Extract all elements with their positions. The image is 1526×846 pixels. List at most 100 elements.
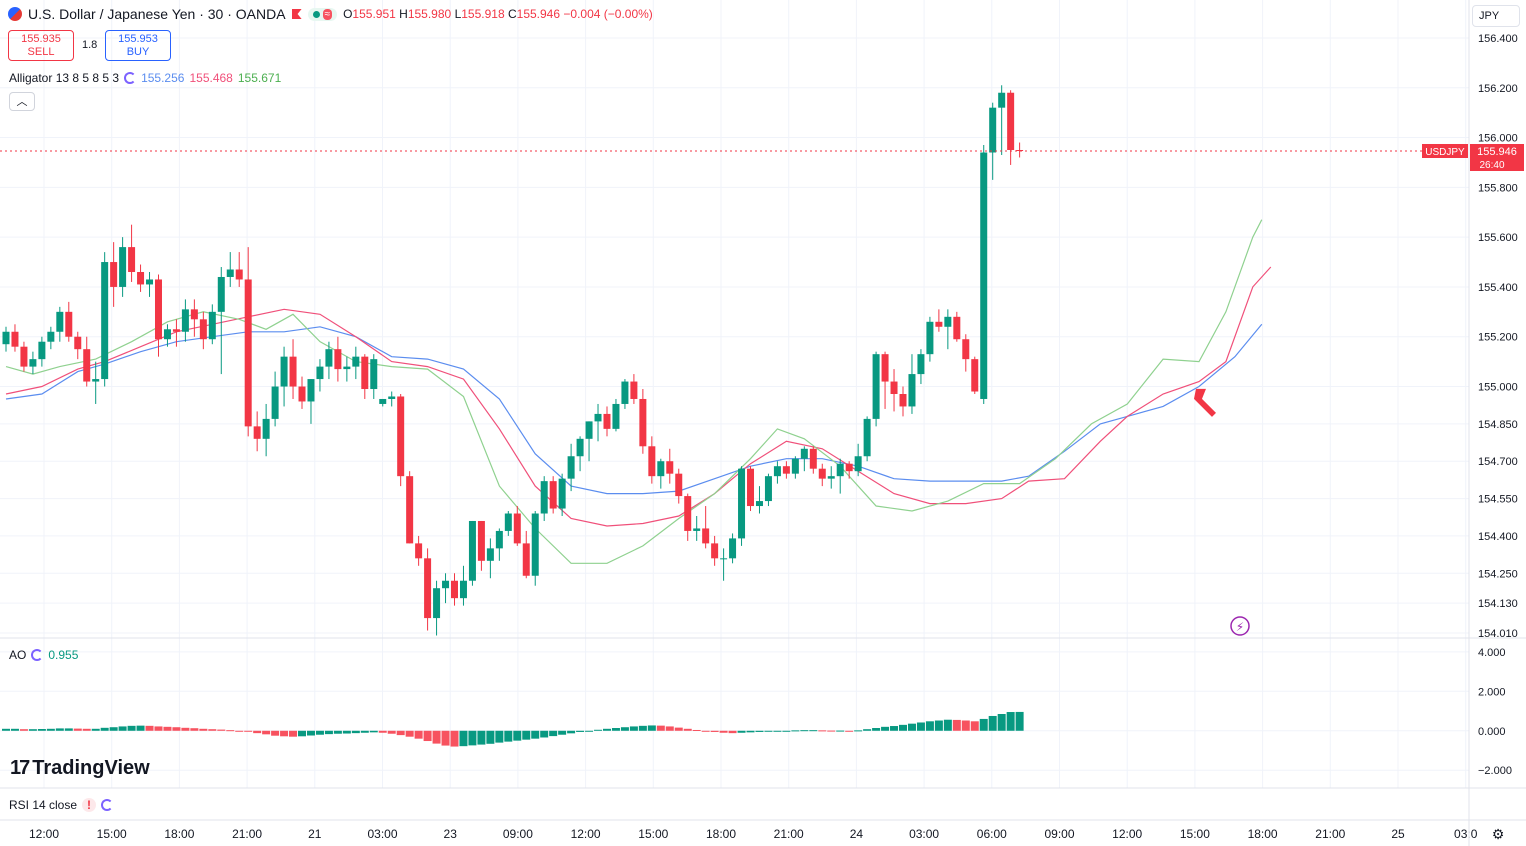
ao-bar xyxy=(226,730,235,732)
ao-tick-label: 2.000 xyxy=(1478,686,1506,698)
price-tick-label: 156.000 xyxy=(1478,133,1518,145)
symbol-header: U.S. Dollar / Japanese Yen · 30 · OANDA … xyxy=(8,6,653,22)
candle-body xyxy=(845,463,853,472)
currency-selector[interactable]: JPY xyxy=(1472,5,1520,27)
ao-bar xyxy=(522,730,531,740)
candle-body xyxy=(190,309,198,320)
candle-body xyxy=(38,341,46,360)
lightning-icon xyxy=(1230,616,1250,636)
ao-bar xyxy=(602,728,611,731)
rsi-warning-icon[interactable]: ! xyxy=(82,798,97,812)
candle-body xyxy=(468,520,476,581)
tradingview-logo[interactable]: 17 TradingView xyxy=(10,757,150,780)
candle-body xyxy=(764,476,772,502)
ao-bar xyxy=(988,715,997,731)
candle-body xyxy=(20,346,28,367)
ao-bar xyxy=(82,728,91,731)
time-tick-label: 12:00 xyxy=(1112,827,1142,841)
candle-body xyxy=(486,548,494,561)
ao-bar xyxy=(558,730,567,735)
alligator-teeth-value: 155.468 xyxy=(189,71,233,85)
collapse-legend-button[interactable]: ︿ xyxy=(9,92,35,111)
ao-bar xyxy=(495,730,504,743)
alligator-legend[interactable]: Alligator 13 8 5 8 5 3 155.256 155.468 1… xyxy=(9,71,281,85)
candle-body xyxy=(504,513,512,531)
time-tick-label: 03:00 xyxy=(367,827,397,841)
candle-body xyxy=(648,446,656,477)
ao-bar xyxy=(441,730,450,746)
ao-bar xyxy=(333,730,342,734)
price-tick-label: 156.200 xyxy=(1478,83,1518,95)
ao-bar xyxy=(46,728,55,731)
candle-body xyxy=(612,403,620,429)
time-tick-label: 21:00 xyxy=(1315,827,1345,841)
ao-bar xyxy=(396,730,405,736)
ao-bar xyxy=(163,726,172,731)
ao-bar xyxy=(1015,711,1024,731)
candle-body xyxy=(630,381,638,399)
ao-bar xyxy=(737,730,746,733)
candle-body xyxy=(585,421,593,439)
candle-body xyxy=(998,92,1006,108)
candle-body xyxy=(29,359,37,367)
candle-body xyxy=(244,279,252,427)
ao-bar xyxy=(172,727,181,731)
buy-button[interactable]: 155.953 BUY xyxy=(105,30,171,61)
price-tick-label: 154.700 xyxy=(1478,456,1518,468)
ao-bar xyxy=(145,725,154,731)
candle-body xyxy=(415,543,423,559)
candle-body xyxy=(800,448,808,459)
candle-body xyxy=(262,418,270,439)
ao-legend[interactable]: AO 0.955 xyxy=(9,648,78,662)
symbol-tag xyxy=(1422,143,1468,158)
candle-body xyxy=(917,354,925,375)
lightning-glyph: ⚡ xyxy=(1236,620,1244,634)
candle-body xyxy=(370,359,378,390)
candle-body xyxy=(657,461,665,477)
candle-body xyxy=(989,107,997,153)
candle-body xyxy=(92,379,100,382)
rsi-label: RSI 14 close xyxy=(9,798,78,812)
symbol-title[interactable]: U.S. Dollar / Japanese Yen · 30 · OANDA xyxy=(28,6,286,22)
price-tag-value: 155.946 xyxy=(1477,146,1517,158)
candle-body xyxy=(56,311,64,332)
candle-body xyxy=(594,413,602,422)
ao-bar xyxy=(28,729,37,731)
flag-icon[interactable] xyxy=(291,9,302,19)
candle-body xyxy=(666,461,674,474)
time-tick-label: 24 xyxy=(850,827,864,841)
price-tick-label: 156.400 xyxy=(1478,33,1518,45)
candle-body xyxy=(809,448,817,469)
ao-bar xyxy=(91,728,100,731)
candle-body xyxy=(621,381,629,404)
rsi-legend[interactable]: RSI 14 close ! xyxy=(9,798,114,812)
ao-bar xyxy=(692,729,701,731)
candle-body xyxy=(639,398,647,447)
candle-body xyxy=(163,329,171,340)
refresh-icon[interactable] xyxy=(31,649,44,661)
market-status[interactable]: ≈ xyxy=(307,7,338,21)
ao-bar xyxy=(423,730,432,742)
candle-body xyxy=(101,262,109,380)
price-tick-label: 154.400 xyxy=(1478,531,1518,543)
ao-value: 0.955 xyxy=(48,648,79,662)
candle-body xyxy=(863,418,871,457)
candle-body xyxy=(154,279,162,340)
ao-bar xyxy=(387,730,396,734)
ao-label: AO xyxy=(9,648,27,662)
candle-body xyxy=(397,396,405,477)
refresh-icon[interactable] xyxy=(124,72,137,84)
candle-body xyxy=(253,426,261,439)
sell-button[interactable]: 155.935 SELL xyxy=(8,30,74,61)
ao-bar xyxy=(37,728,46,731)
candle-body xyxy=(540,481,548,514)
ao-bar xyxy=(576,730,585,732)
refresh-icon[interactable] xyxy=(101,799,114,811)
time-tick-label: 06:00 xyxy=(977,827,1007,841)
alligator-label: Alligator 13 8 5 8 5 3 xyxy=(9,71,120,85)
settings-gear-icon[interactable]: ⚙ xyxy=(1491,826,1505,842)
ao-bar xyxy=(620,727,629,731)
candle-body xyxy=(675,473,683,497)
